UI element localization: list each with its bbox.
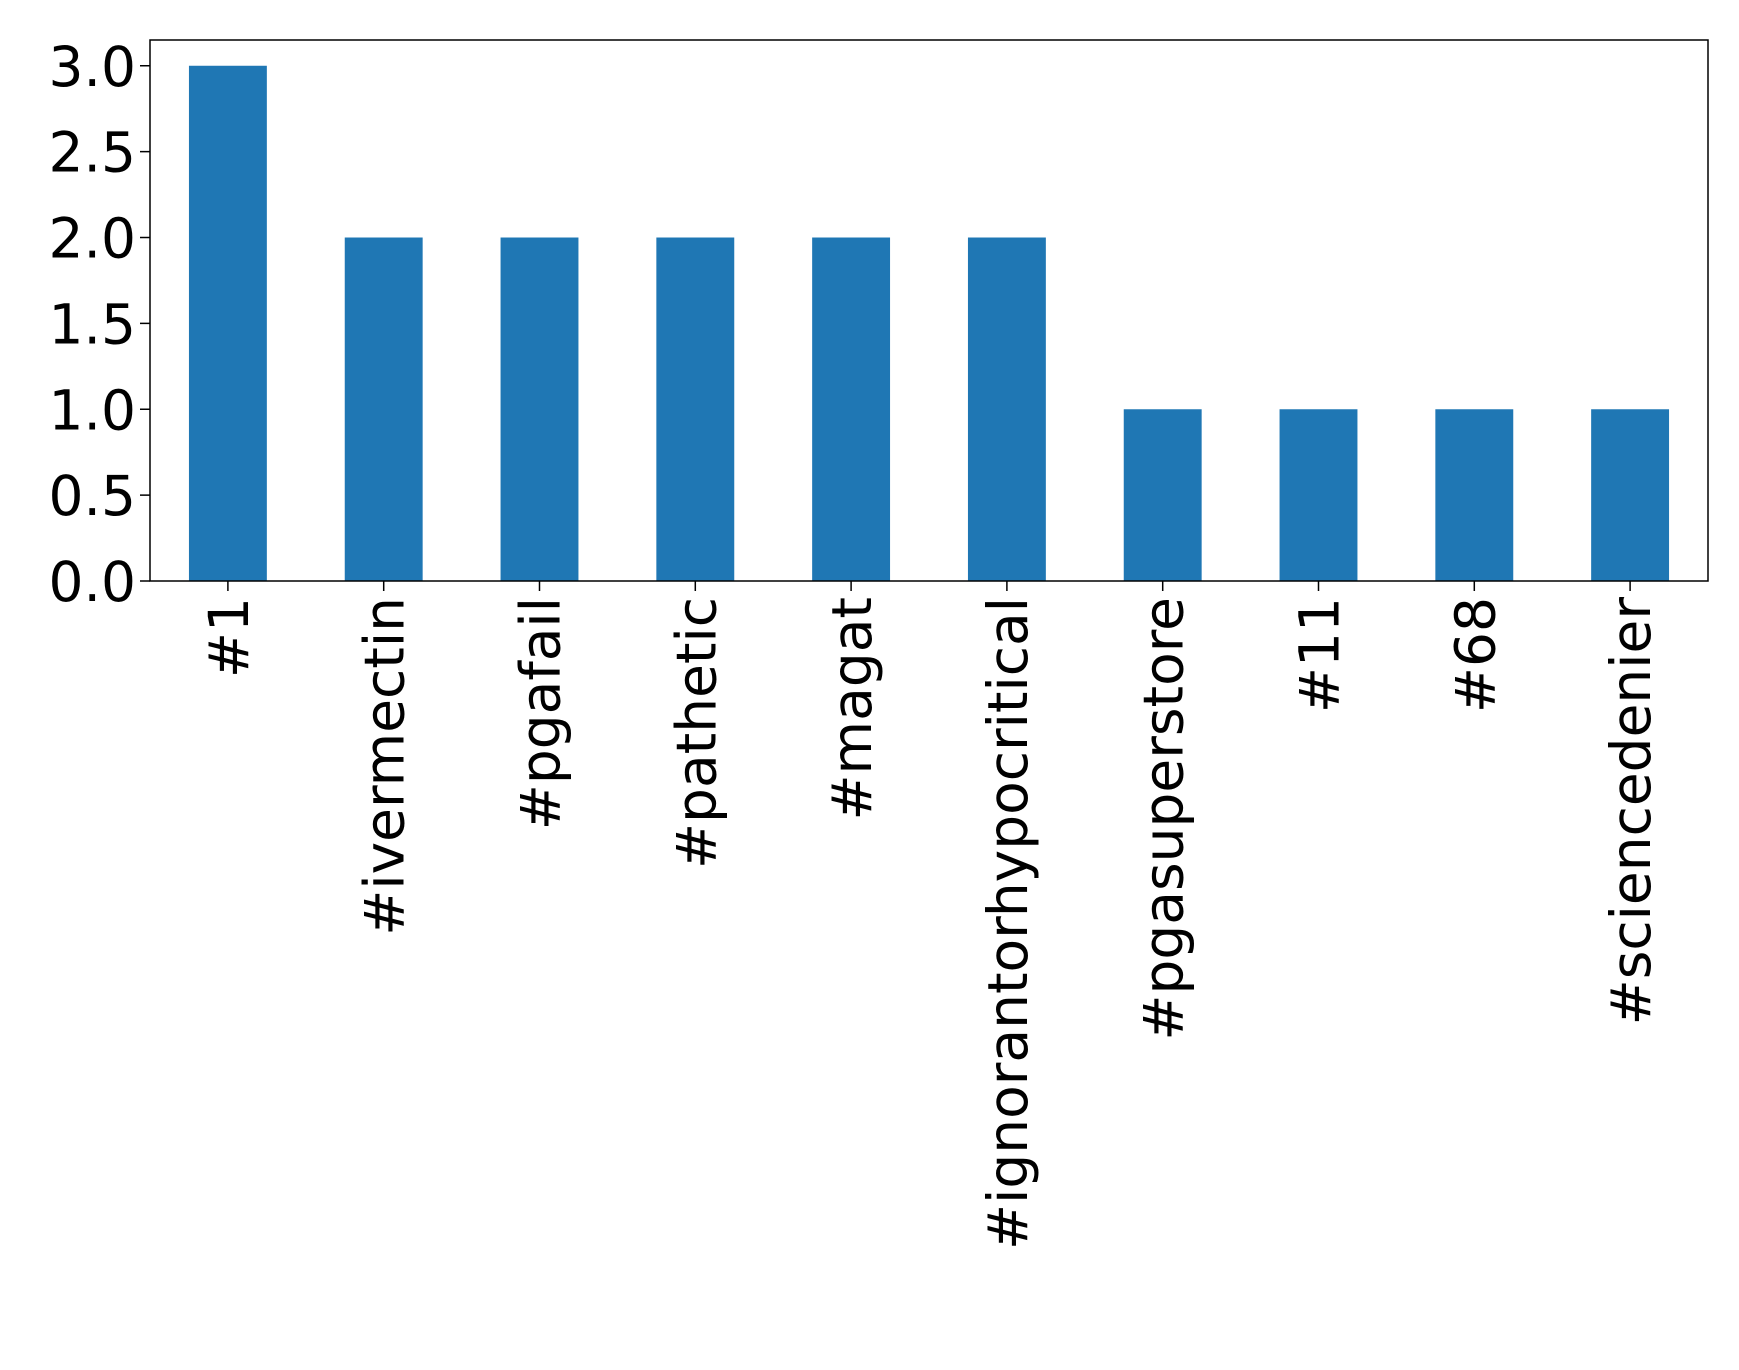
x-tick-label: #pgafail	[509, 597, 573, 830]
bar	[656, 237, 735, 581]
bar	[1123, 409, 1202, 581]
x-tick-label: #68	[1443, 597, 1507, 713]
x-tick-label: #11	[1288, 597, 1352, 713]
x-tick-label: #magat	[820, 597, 884, 821]
bar	[812, 237, 891, 581]
bar	[500, 237, 579, 581]
bar	[1435, 409, 1514, 581]
x-tick-label: #pgasuperstore	[1132, 597, 1196, 1041]
plot-frame	[149, 39, 1709, 582]
y-tick-label: 2.0	[49, 207, 136, 271]
y-tick-label: 0.5	[49, 464, 136, 528]
x-tick-label: #sciencedenier	[1599, 597, 1663, 1026]
bar	[967, 237, 1046, 581]
x-tick-label: #pathetic	[664, 597, 728, 869]
bar	[344, 237, 423, 581]
y-tick-label: 3.0	[49, 35, 136, 99]
bar	[1279, 409, 1358, 581]
y-tick-label: 1.0	[49, 378, 136, 442]
x-tick-label: #ignorantorhypocritical	[976, 597, 1040, 1250]
y-tick-label: 1.5	[49, 292, 136, 356]
bar	[1591, 409, 1670, 581]
x-tick-label: #1	[197, 597, 261, 678]
y-tick-label: 2.5	[49, 121, 136, 185]
y-tick-label: 0.0	[49, 550, 136, 614]
x-tick-label: #ivermectin	[353, 597, 417, 936]
bar	[188, 65, 267, 581]
